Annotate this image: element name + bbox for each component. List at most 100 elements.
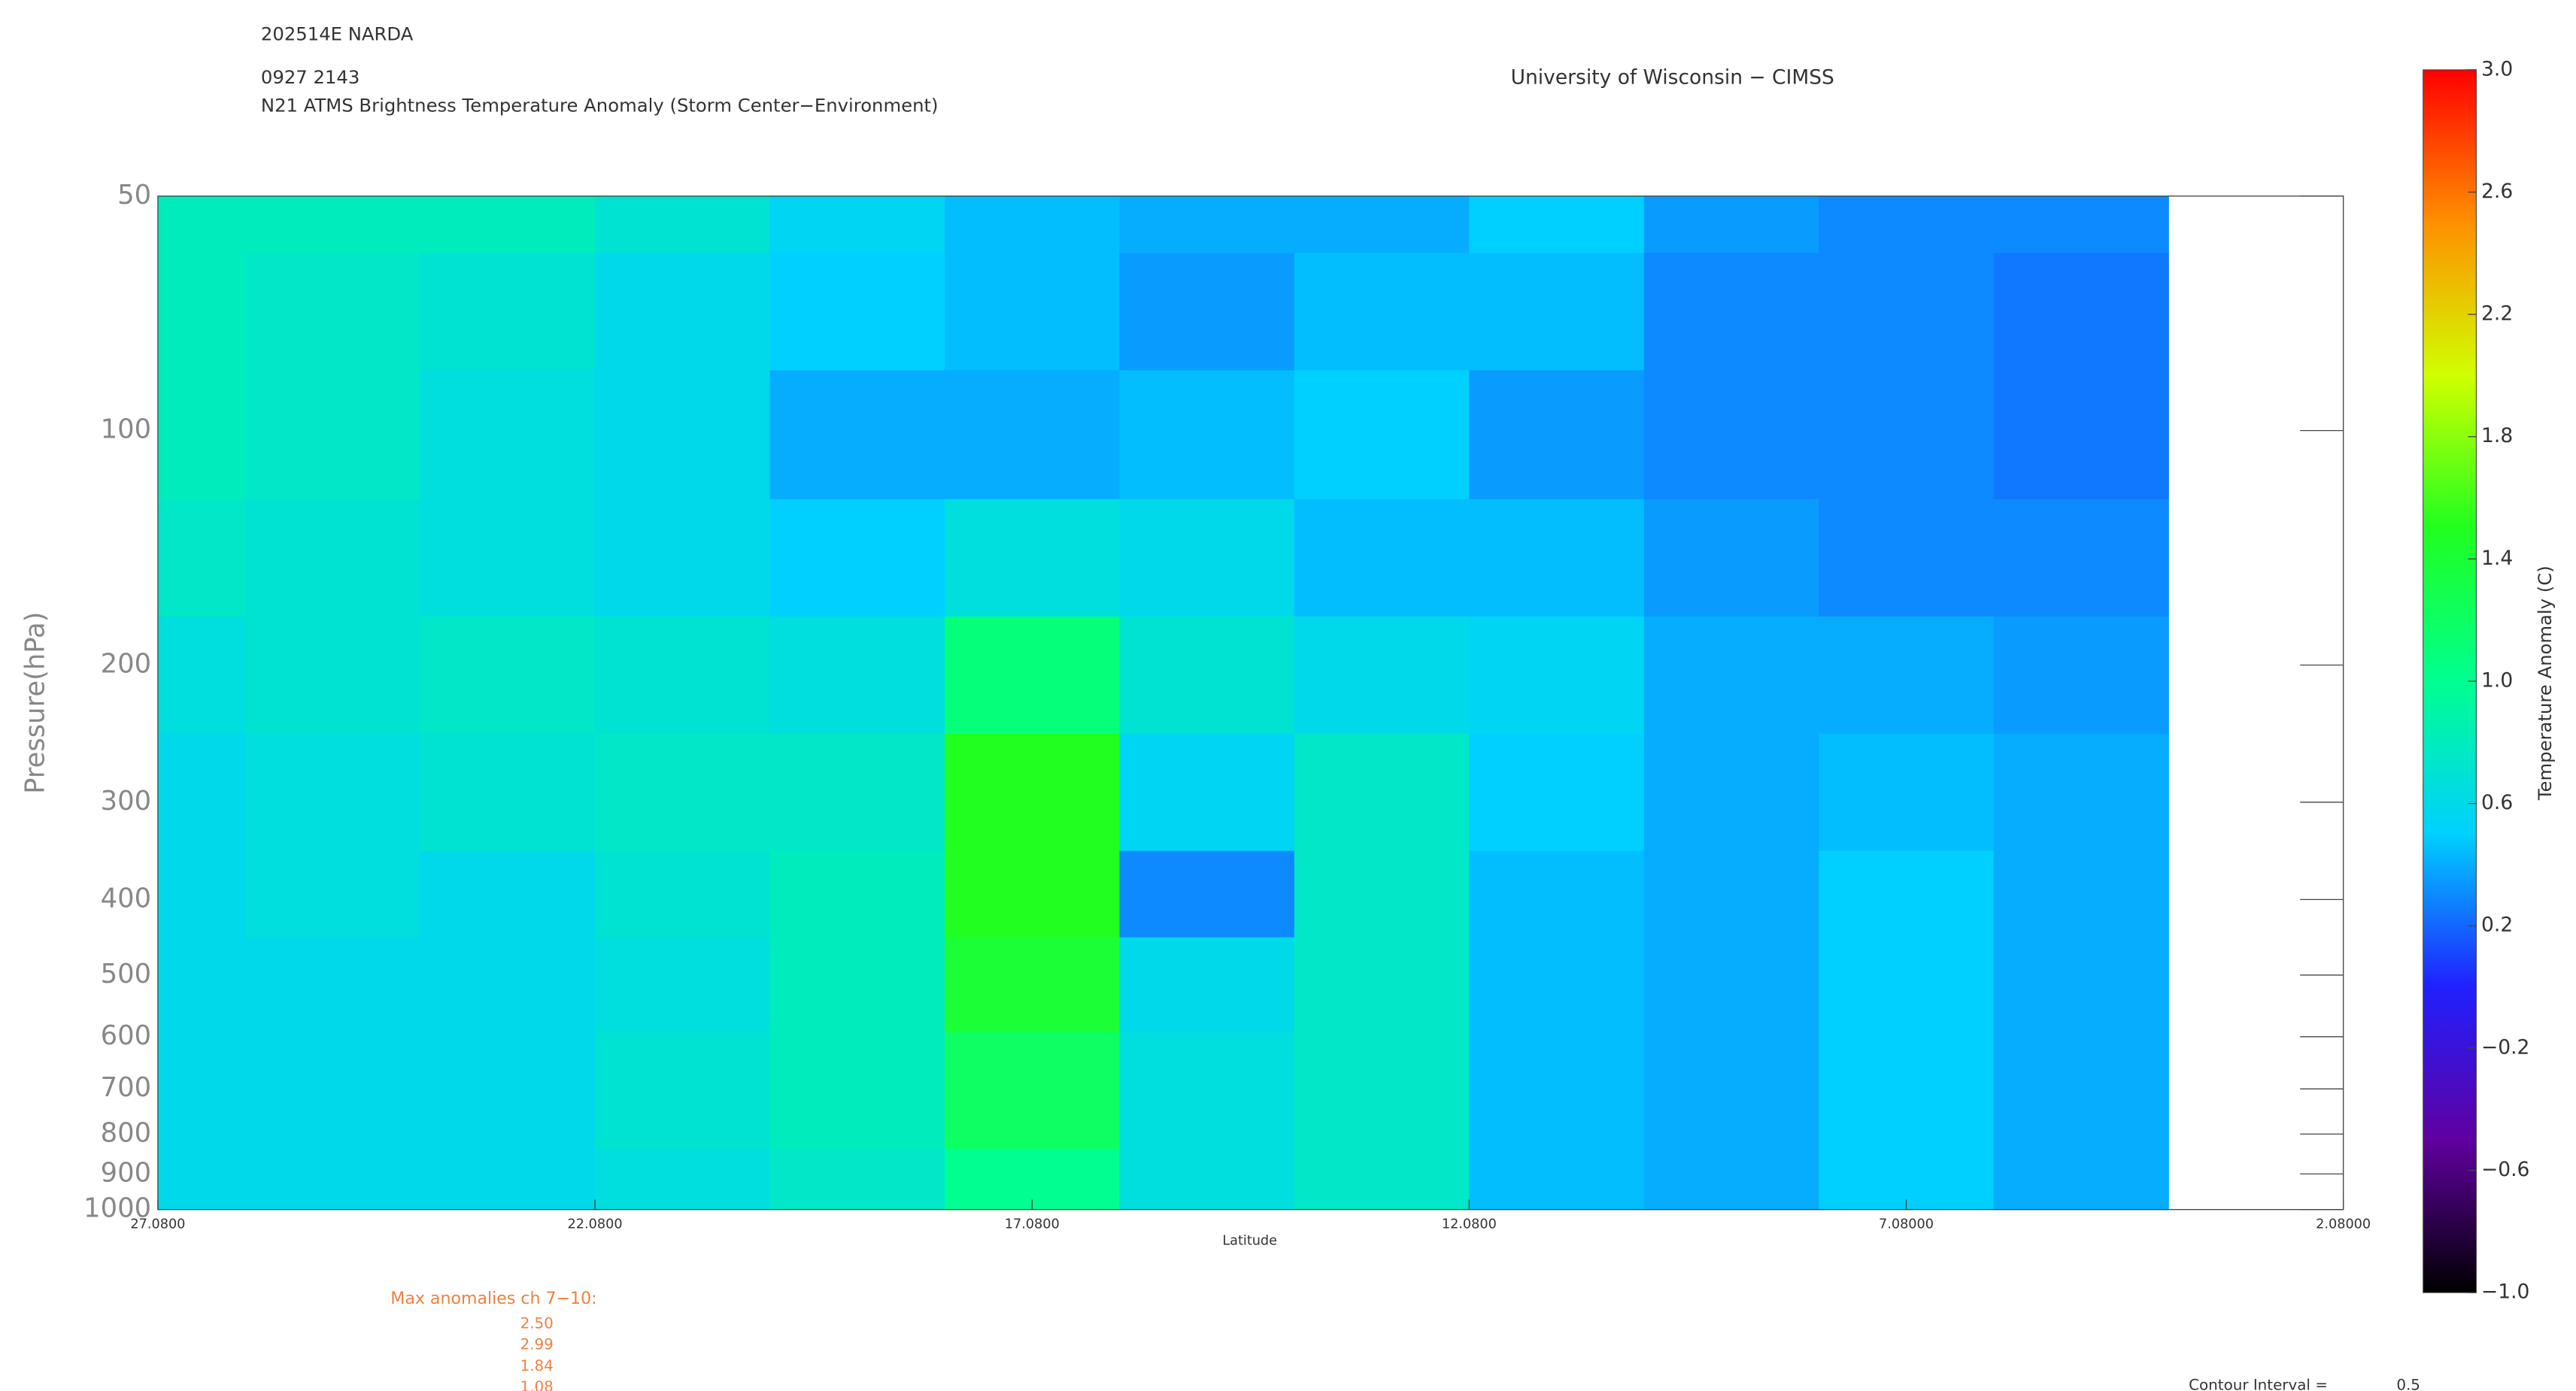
y-tick-label: 500 — [101, 959, 151, 989]
max-anomalies-title: Max anomalies ch 7−10: — [390, 1289, 596, 1308]
contour-cell — [1294, 253, 1470, 371]
contour-cell — [157, 1149, 246, 1211]
contour-cell — [1993, 850, 2169, 938]
contour-cell — [1819, 1032, 1995, 1150]
contour-cell — [157, 616, 246, 735]
contour-cell — [1469, 1149, 1645, 1211]
contour-cell — [245, 253, 421, 371]
contour-cell — [1993, 733, 2169, 852]
contour-cell — [157, 937, 246, 1033]
contour-cell — [1294, 1032, 1470, 1150]
contour-cell — [595, 370, 771, 500]
x-tick-label: 7.08000 — [1879, 1217, 1934, 1232]
contour-cell — [245, 370, 421, 500]
contour-cell — [1119, 616, 1295, 735]
x-tick-label: 17.0800 — [1005, 1217, 1060, 1232]
contour-cell — [245, 850, 421, 938]
contour-cell — [595, 850, 771, 938]
contour-cell — [944, 616, 1121, 735]
contour-cell — [595, 733, 771, 852]
title: N21 ATMS Brightness Temperature Anomaly … — [261, 94, 939, 116]
contour-cell — [1294, 937, 1470, 1033]
contour-cell — [1119, 733, 1295, 852]
colorbar-tick-label: −0.2 — [2481, 1035, 2529, 1059]
contour-cell — [1819, 195, 1995, 254]
contour-cell — [1469, 616, 1645, 735]
colorbar-tick-label: −0.6 — [2481, 1158, 2529, 1181]
contour-cell — [1643, 195, 1819, 254]
contour-cell — [1119, 195, 1295, 254]
contour-cell — [245, 195, 421, 254]
contour-cell — [1819, 370, 1995, 500]
contour-cell — [944, 499, 1121, 617]
contour-cell — [1819, 850, 1995, 938]
contour-cell — [1993, 195, 2169, 254]
colorbar-tick-label: 1.4 — [2481, 547, 2513, 570]
contour-cell — [157, 1032, 246, 1150]
contour-cell — [245, 733, 421, 852]
contour-cell — [157, 499, 246, 617]
contour-cell — [1819, 253, 1995, 371]
contour-cell — [1993, 370, 2169, 500]
y-tick-label: 200 — [101, 649, 151, 680]
contour-cell — [1993, 616, 2169, 735]
contour-cell — [1119, 370, 1295, 500]
contour-cell — [245, 1032, 421, 1150]
contour-cell — [595, 499, 771, 617]
source: University of Wisconsin − CIMSS — [1511, 65, 1834, 89]
y-tick-label: 400 — [101, 883, 151, 914]
y-tick-label: 800 — [101, 1117, 151, 1148]
contour-cell — [1294, 1149, 1470, 1211]
contour-cell — [769, 195, 945, 254]
y-tick-label: 50 — [117, 180, 151, 211]
colorbar-tick-label: 1.8 — [2481, 424, 2513, 447]
colorbar-tick-label: 2.6 — [2481, 180, 2513, 203]
contour-cell — [157, 370, 246, 500]
contour-cell — [1469, 370, 1645, 500]
contour-cell — [420, 937, 596, 1033]
contour-cell — [1469, 850, 1645, 938]
contour-cell — [420, 1032, 596, 1150]
contour-cell — [245, 937, 421, 1033]
storm-name: 202514E NARDA — [261, 23, 414, 44]
contour-cell — [1469, 253, 1645, 371]
contour-cell — [1119, 1149, 1295, 1211]
contour-cell — [1819, 733, 1995, 852]
colorbar-tick-label: 2.2 — [2481, 302, 2513, 326]
contour-cell — [769, 850, 945, 938]
x-label: Latitude — [1222, 1234, 1277, 1249]
plot-frame — [157, 195, 2344, 1211]
contour-cell — [769, 253, 945, 371]
contour-cell — [769, 1032, 945, 1150]
contour-cell — [1294, 499, 1470, 617]
contour-cell — [769, 499, 945, 617]
contour-cell — [1469, 937, 1645, 1033]
contour-cell — [944, 195, 1121, 254]
y-tick-label: 300 — [101, 786, 151, 817]
contour-cell — [1469, 733, 1645, 852]
contour-cell — [1993, 1149, 2169, 1211]
contour-cell — [245, 616, 421, 735]
contour-cell — [1469, 499, 1645, 617]
contour-cell — [944, 937, 1121, 1033]
contour-cell — [944, 850, 1121, 938]
contour-cell — [769, 937, 945, 1033]
contour-cell — [595, 616, 771, 735]
contour-cell — [1119, 937, 1295, 1033]
x-tick-label: 27.0800 — [130, 1217, 185, 1232]
time: 0927 2143 — [261, 66, 360, 88]
y-label: Pressure(hPa) — [20, 612, 51, 794]
contour-cell — [420, 616, 596, 735]
contour-cell — [1119, 499, 1295, 617]
contour-cell — [769, 370, 945, 500]
max-anomaly: 1.84 — [520, 1357, 554, 1374]
contour-cell — [595, 937, 771, 1033]
contour-cell — [1294, 733, 1470, 852]
contour-cell — [1993, 253, 2169, 371]
contour-cell — [1643, 253, 1819, 371]
contour-cell — [1643, 1032, 1819, 1150]
contour-cell — [944, 370, 1121, 500]
contour-cell — [1643, 1149, 1819, 1211]
max-anomaly: 2.50 — [520, 1315, 554, 1332]
